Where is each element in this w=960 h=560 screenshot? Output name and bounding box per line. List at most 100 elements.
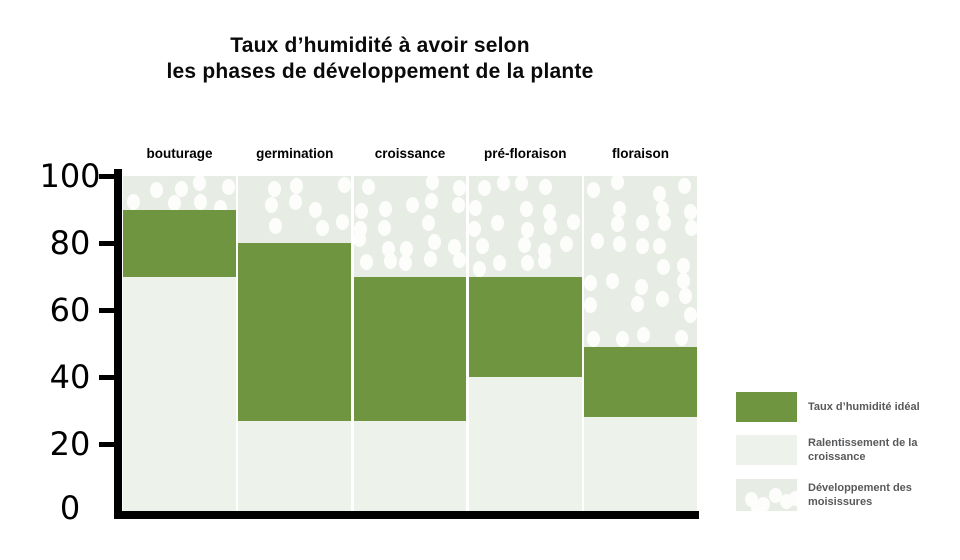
mold-dot (399, 240, 413, 257)
mold-dot (606, 272, 620, 289)
mold-dot (468, 220, 481, 237)
mold-dot (490, 214, 504, 231)
legend-label-mold: Développement des moisissures (808, 482, 912, 508)
mold-dot (265, 196, 279, 213)
mold-dot (675, 329, 689, 346)
legend-item-ideal-humidity: Taux d’humidité idéal (736, 392, 938, 422)
mold-dot (611, 216, 625, 233)
mold-dot (426, 176, 440, 191)
legend-item-slow-growth: Ralentissement de la croissance (736, 435, 938, 465)
mold-dot (451, 197, 465, 214)
mold-dot (657, 259, 671, 276)
mold-dot (769, 488, 782, 503)
mold-dot (453, 252, 467, 269)
mold-dot (519, 201, 533, 218)
mold-dot (453, 179, 467, 196)
mold-dot (613, 200, 627, 217)
chart-column (238, 176, 352, 511)
mold-dot (635, 278, 649, 295)
chart-title-line2: les phases de développement de la plante (166, 60, 594, 83)
mold-dot (676, 273, 690, 289)
mold-dot (378, 201, 392, 218)
slow-growth-zone (584, 417, 697, 511)
x-axis-line (114, 511, 699, 519)
category-label: pré-floraison (483, 146, 567, 161)
mold-dot (652, 185, 666, 202)
slow-growth-zone (123, 277, 236, 512)
mold-zone (353, 176, 467, 277)
mold-zone (123, 176, 236, 210)
mold-dot (268, 218, 282, 235)
mold-dot (422, 215, 436, 232)
ideal-humidity-bar (123, 209, 236, 277)
y-tick (99, 441, 114, 447)
mold-dot (174, 181, 188, 198)
legend: Taux d’humidité idéal Ralentissement de … (736, 0, 960, 560)
legend-swatch-mold (736, 479, 797, 511)
mold-dot (290, 178, 304, 195)
mold-dot (538, 253, 552, 270)
mold-dot (288, 194, 302, 211)
mold-dot (268, 180, 282, 197)
mold-dot (590, 232, 604, 249)
mold-dot (678, 178, 692, 195)
slow-growth-zone (238, 421, 351, 511)
mold-dot (377, 219, 391, 236)
y-tick-label: 60 (49, 291, 91, 329)
mold-dot (336, 213, 350, 230)
mold-dot (631, 296, 645, 313)
legend-label-ideal-humidity: Taux d’humidité idéal (808, 401, 920, 413)
legend-label-slow-growth: Ralentissement de la croissance (808, 437, 918, 463)
mold-dot (424, 250, 438, 267)
mold-dot (517, 236, 531, 253)
mold-dot (497, 176, 511, 192)
y-tick (99, 307, 114, 313)
mold-dot (612, 235, 626, 252)
mold-dot (492, 254, 506, 271)
ideal-humidity-bar (353, 276, 467, 421)
mold-dot (353, 231, 366, 248)
mold-dot (514, 176, 528, 191)
mold-dot (150, 181, 164, 198)
mold-dot (657, 214, 671, 231)
mold-dot (477, 179, 491, 196)
mold-dot (684, 204, 697, 221)
mold-dot (168, 195, 182, 210)
mold-dot (406, 196, 420, 213)
mold-dot (584, 274, 598, 291)
mold-dot (193, 176, 207, 191)
mold-dot (655, 290, 669, 307)
mold-dot (542, 204, 556, 221)
mold-dot (543, 218, 557, 235)
ideal-humidity-bar (468, 276, 582, 377)
mold-dot (359, 253, 373, 270)
chart-column (584, 176, 697, 511)
mold-dot (611, 176, 625, 191)
mold-dot (677, 258, 691, 275)
mold-dot (653, 238, 667, 255)
chart-column (353, 176, 467, 511)
mold-dot (684, 219, 697, 236)
mold-dot (428, 234, 442, 250)
mold-dot (399, 254, 413, 271)
mold-dot (789, 491, 797, 506)
mold-dot (309, 202, 323, 219)
mold-dot (584, 296, 598, 313)
mold-dot (655, 200, 669, 217)
mold-dot (447, 239, 461, 256)
mold-dot (424, 193, 438, 210)
ideal-humidity-bar (238, 243, 352, 421)
mold-dot (472, 261, 486, 277)
y-axis-line (114, 169, 122, 519)
y-tick-label: 0 (59, 489, 81, 527)
mold-dot (355, 202, 369, 219)
mold-dot (567, 213, 581, 230)
category-label: floraison (612, 146, 670, 161)
y-tick-label: 80 (49, 224, 91, 262)
mold-dot (683, 307, 697, 324)
category-label: germination (256, 146, 334, 161)
y-tick-label: 40 (49, 358, 91, 396)
mold-dot (468, 200, 482, 217)
slow-growth-zone (469, 377, 582, 511)
